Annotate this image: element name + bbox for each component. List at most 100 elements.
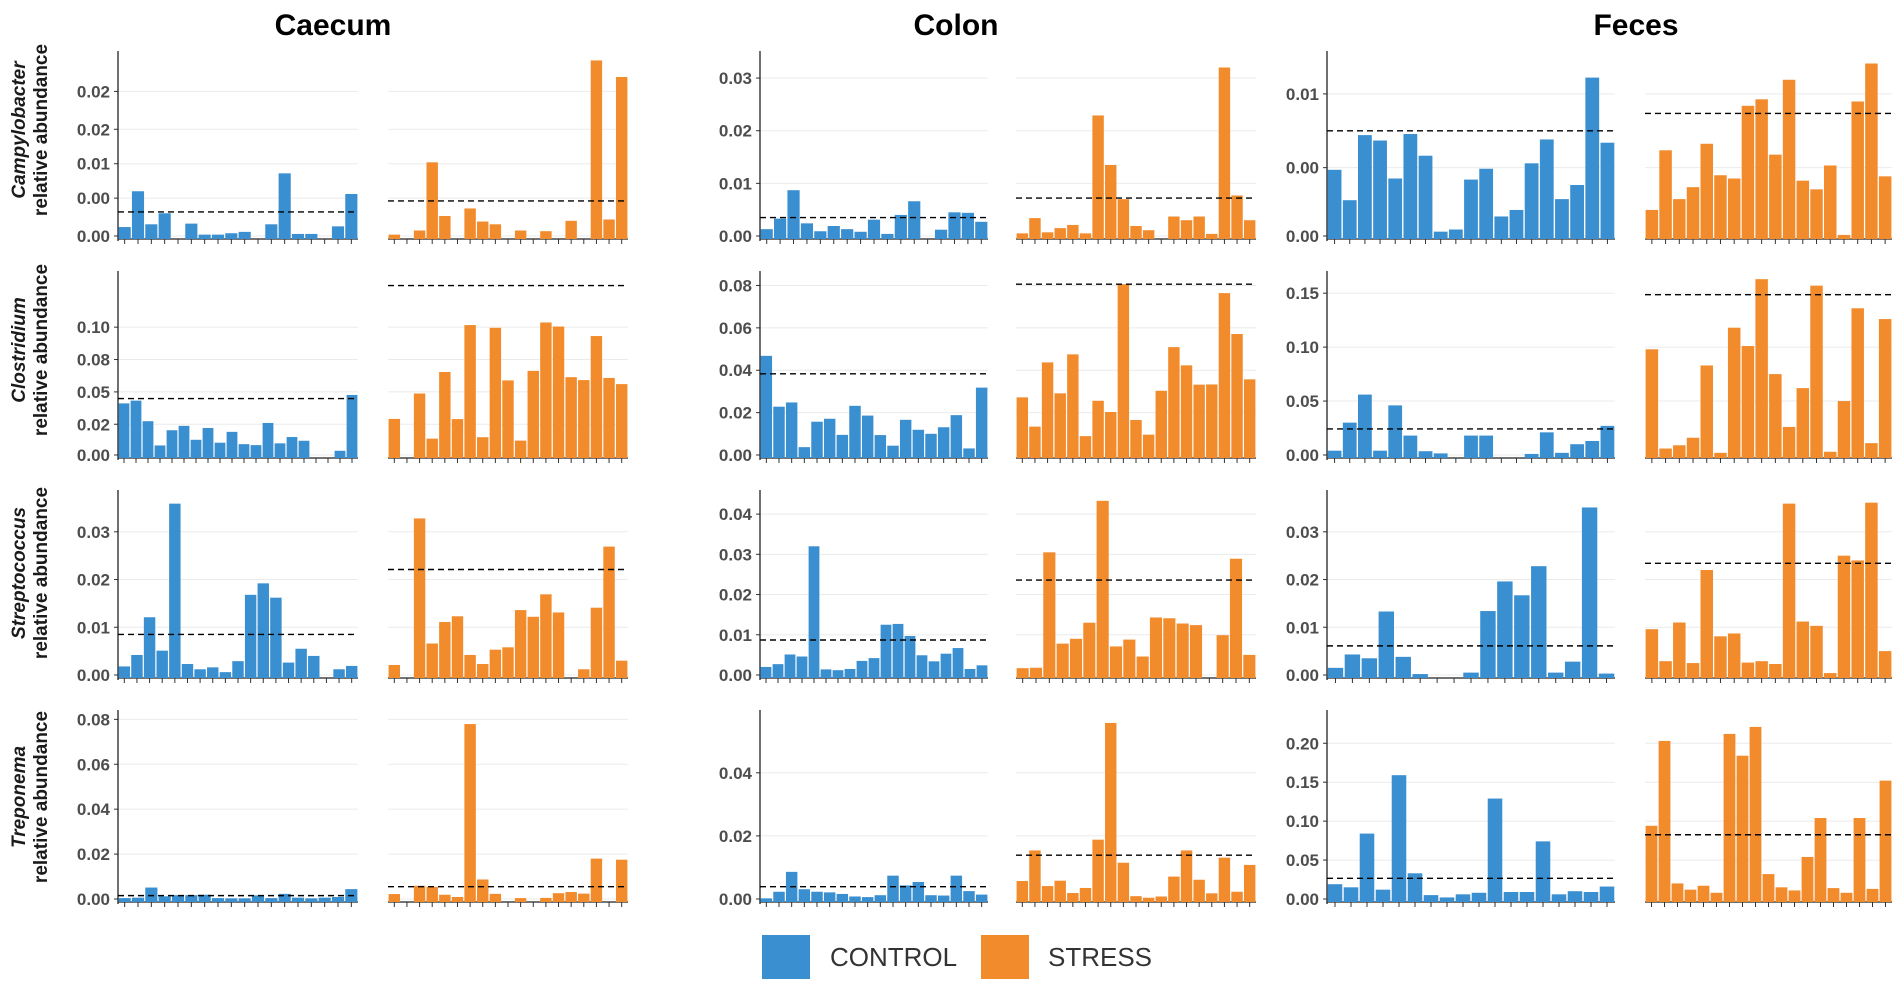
stress-bar [1865,443,1878,458]
y-tick-label: 0.04 [77,800,111,819]
control-bar [270,597,282,678]
control-bar [861,897,874,902]
control-bar [211,898,225,902]
stress-bar [1686,187,1700,239]
control-bar [226,431,238,458]
stress-bar [1054,228,1066,239]
stress-bar [1043,552,1056,678]
control-bar [265,224,278,239]
control-bar [198,234,211,239]
control-bar [1581,507,1598,678]
control-bar [131,897,145,902]
stress-bar [1180,365,1193,458]
control-bar [130,400,142,458]
control-bar [278,173,291,239]
stress-bar [1123,639,1136,678]
stress-bar [1176,623,1189,678]
stress-bar [527,370,539,458]
control-bar [1524,453,1539,458]
control-bar [1342,200,1357,239]
stress-bar [439,216,451,239]
stress-bar [1645,209,1659,239]
control-bar [899,885,912,902]
control-bar [975,894,988,902]
stress-bar [1041,232,1054,239]
control-bar [250,445,262,458]
control-bar [225,233,238,239]
control-bar [937,427,950,458]
control-bar [178,425,190,458]
stress-bar [1878,319,1892,458]
control-bar [772,664,784,678]
row-label-genus-streptococcus: Streptococcus [9,507,30,639]
control-bar [814,231,827,239]
y-tick-label: 0.01 [1286,85,1319,104]
control-bar [305,898,318,902]
stress-bar [1142,434,1155,458]
stress-bar [590,336,603,458]
stress-bar [1673,199,1686,239]
control-bar [881,233,894,239]
stress-bar [1218,293,1231,458]
y-tick-label: 0.01 [77,155,110,174]
y-tick-label: 0.02 [77,415,110,434]
y-tick-label: 0.00 [77,189,110,208]
stress-bar [1092,400,1104,458]
control-bar [1378,611,1395,678]
control-bar [925,895,937,902]
y-tick-label: 0.10 [77,318,110,337]
stress-bar [388,894,401,902]
control-bar [975,387,988,458]
stress-bar [1775,887,1788,902]
stress-bar [1117,199,1130,239]
stress-bar [1231,195,1243,239]
y-tick-label: 0.00 [1286,227,1319,246]
y-tick-label: 0.10 [1286,338,1319,357]
stress-bar [1749,726,1762,902]
stress-bar [477,879,489,902]
control-bar [1358,135,1372,239]
control-bar [185,223,198,239]
stress-bar [413,230,426,239]
stress-bar [1866,888,1879,902]
stress-bar [527,616,539,678]
control-bar [836,434,849,458]
control-bar [1463,672,1479,678]
control-bar [214,442,226,458]
control-bar [925,433,937,458]
stress-bar [1741,346,1755,458]
stress-bar [578,893,590,902]
control-bar [171,895,185,902]
stress-bar [1206,233,1218,239]
y-tick-label: 0.02 [77,571,110,590]
stress-bar [1814,818,1827,902]
y-tick-label: 0.00 [77,227,110,246]
stress-bar [464,724,476,902]
control-bar [118,898,131,902]
stress-bar [1755,99,1768,239]
control-bar [291,897,305,902]
control-bar [1509,209,1524,239]
control-bar [841,229,854,239]
panel-feces-campylobacter: 0.00 0.00 0.01 [1286,51,1892,246]
control-bar [1599,886,1615,902]
stress-bar [1029,850,1041,902]
control-bar [874,435,887,458]
control-bar [1448,229,1463,239]
column-title-colon: Colon [914,9,999,42]
stress-bar [1801,856,1814,902]
stress-bar [1083,622,1096,678]
stress-bar [1029,426,1041,458]
panel-colon-streptococcus: 0.00 0.01 0.02 0.03 0.04 [719,490,1256,685]
stress-bar [1142,897,1155,902]
stress-bar [477,221,489,239]
stress-bar [1837,401,1851,458]
control-bar [912,881,925,902]
control-bar [760,229,773,239]
stress-bar [603,377,615,458]
control-bar [257,583,269,678]
control-bar [887,445,899,458]
stress-bar [1193,216,1205,239]
y-tick-label: 0.01 [719,626,752,645]
